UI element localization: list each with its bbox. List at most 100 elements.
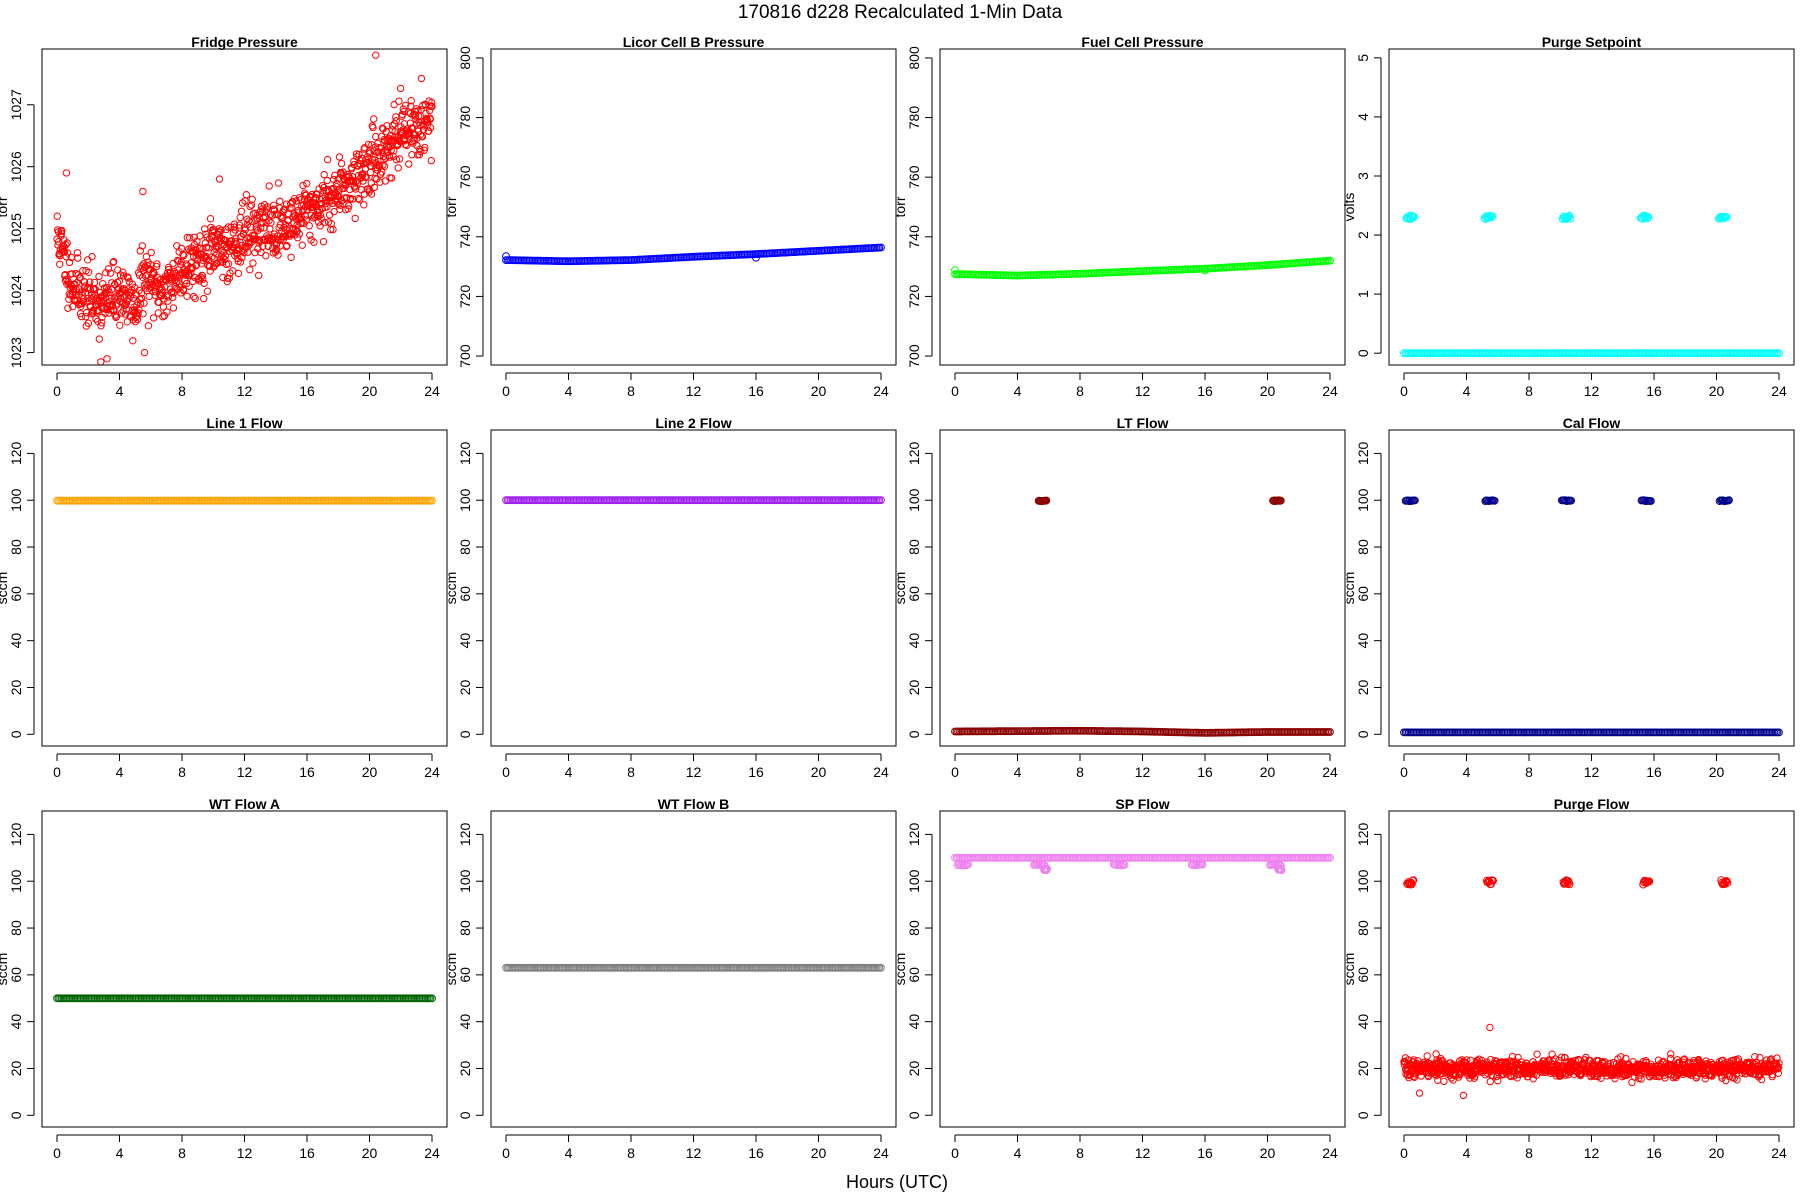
data-point (274, 179, 283, 187)
data-point (237, 232, 246, 241)
data-point (412, 105, 420, 113)
data-point (294, 212, 302, 221)
y-axis-label: sccm (1341, 572, 1357, 605)
data-point (224, 223, 233, 231)
data-point (323, 176, 331, 185)
data-point (246, 202, 254, 211)
data-point (244, 239, 253, 247)
y-tick-label: 120 (8, 823, 24, 847)
data-point (312, 194, 320, 202)
data-point (94, 306, 103, 315)
data-point (298, 241, 306, 249)
data-point (306, 231, 314, 240)
data-point (964, 860, 973, 869)
data-point (299, 205, 308, 213)
data-point (310, 238, 318, 246)
x-axis: 0 4 8 12 16 20 24 (53, 1134, 440, 1161)
y-tick-label: 120 (457, 823, 473, 847)
data-point (56, 260, 64, 268)
data-point (190, 292, 198, 301)
panel-title: WT Flow A (209, 796, 280, 812)
data-point (397, 127, 405, 136)
data-point (282, 242, 290, 251)
data-point (180, 251, 188, 260)
x-tick-label: 20 (1260, 764, 1276, 780)
data-point (107, 306, 115, 314)
data-point (248, 195, 256, 204)
y-tick-label: 100 (906, 488, 922, 512)
x-tick-label: 8 (178, 1145, 186, 1161)
x-tick-label: 4 (565, 764, 573, 780)
y-tick-label: 80 (8, 539, 24, 555)
panel-title: Purge Setpoint (1542, 34, 1642, 50)
data-point (426, 123, 435, 132)
y-tick-label: 80 (906, 539, 922, 555)
x-tick-label: 16 (299, 764, 315, 780)
data-point (1494, 1077, 1502, 1085)
x-tick-label: 24 (873, 383, 889, 399)
y-tick-label: 120 (906, 823, 922, 847)
data-point (395, 155, 404, 163)
data-point (78, 299, 86, 308)
x-tick-label: 20 (1709, 764, 1725, 780)
data-point (121, 301, 130, 309)
data-point (877, 496, 885, 505)
data-point (329, 225, 337, 234)
x-tick-label: 20 (362, 1145, 378, 1161)
x-tick-label: 4 (1463, 764, 1471, 780)
data-point (1775, 728, 1783, 737)
data-point (109, 257, 118, 266)
data-point (238, 253, 246, 262)
data-point (395, 97, 403, 105)
y-tick-label: 40 (906, 1014, 922, 1030)
data-point (82, 313, 90, 321)
x-tick-label: 0 (502, 1145, 510, 1161)
data-point (1112, 860, 1120, 869)
x-tick-label: 0 (951, 764, 959, 780)
data-point (53, 212, 61, 220)
data-point (133, 301, 141, 309)
data-point (421, 143, 429, 152)
data-point (316, 211, 325, 219)
data-point (392, 156, 401, 164)
y-axis-label: sccm (443, 953, 459, 986)
x-axis: 0 4 8 12 16 20 24 (53, 753, 440, 780)
data-point (752, 253, 760, 262)
x-tick-label: 0 (951, 1145, 959, 1161)
data-point (1548, 1050, 1556, 1058)
data-point (390, 100, 398, 109)
data-point (1508, 1052, 1517, 1061)
y-tick-label: 60 (457, 967, 473, 983)
data-point (1611, 1074, 1619, 1083)
y-tick-label: 60 (8, 586, 24, 602)
data-point (155, 298, 163, 307)
data-point (407, 97, 415, 105)
data-point (1277, 866, 1286, 875)
data-point (199, 275, 207, 283)
x-tick-label: 16 (1197, 1145, 1213, 1161)
data-point (359, 160, 368, 168)
data-point (346, 185, 354, 194)
data-point (63, 239, 71, 247)
y-tick-label: 740 (906, 225, 922, 249)
data-point (303, 179, 311, 188)
x-tick-label: 4 (1014, 383, 1022, 399)
x-tick-label: 24 (1322, 764, 1338, 780)
data-point (1566, 214, 1575, 223)
data-point (323, 155, 332, 164)
data-point (237, 207, 246, 216)
data-point (249, 259, 257, 267)
data-point (1707, 1071, 1716, 1079)
plot-frame (41, 48, 448, 366)
x-tick-label: 20 (362, 383, 378, 399)
y-tick-label: 4 (1355, 113, 1371, 121)
x-tick-label: 20 (1260, 1145, 1276, 1161)
data-point (379, 161, 387, 169)
data-point (193, 237, 201, 246)
data-points (53, 496, 436, 505)
